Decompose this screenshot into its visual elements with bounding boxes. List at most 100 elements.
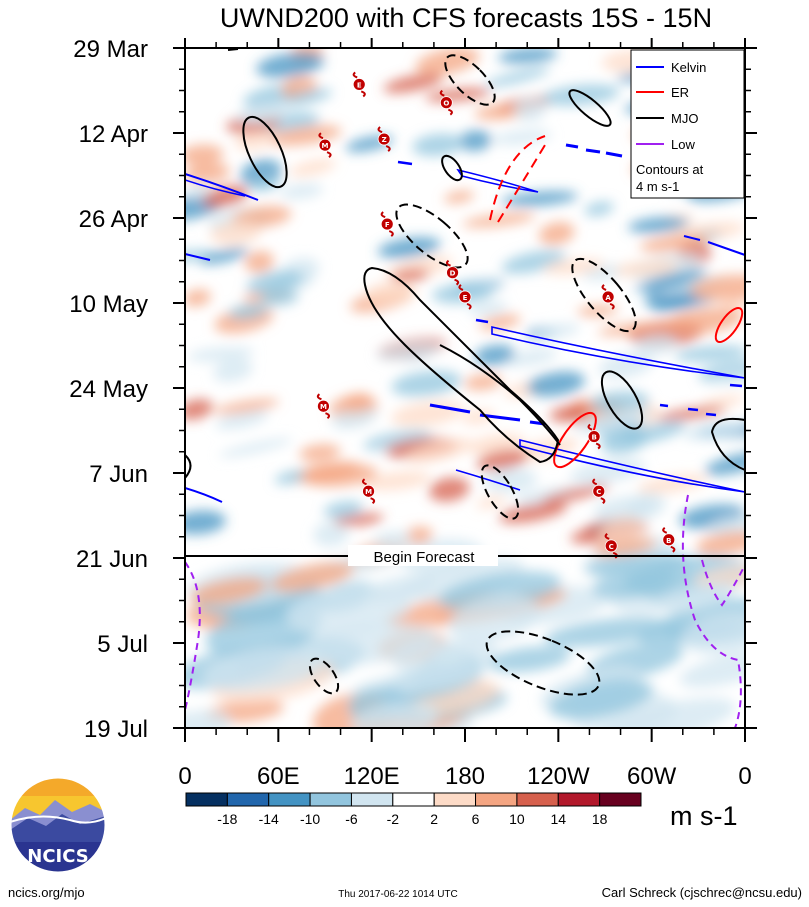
kelvin-contour (683, 235, 745, 256)
mjo-contour (185, 454, 192, 479)
storm-marker: E (352, 71, 366, 98)
anomaly-patch (256, 52, 325, 78)
kelvin-contour (659, 383, 743, 417)
anomaly-patch (458, 130, 492, 152)
y-tick-label: 12 Apr (79, 121, 148, 148)
x-tick-label: 60E (257, 763, 300, 790)
legend-label-er: ER (671, 85, 689, 100)
anomaly-patch (540, 484, 610, 504)
legend-box (630, 49, 745, 199)
anomaly-patch (285, 585, 411, 634)
anomaly-patch (289, 158, 337, 177)
anomaly-patch (376, 342, 442, 362)
anomaly-patch (577, 305, 619, 317)
anomaly-patch (693, 564, 745, 589)
storm-marker: M (318, 132, 332, 158)
colorbar-swatch (268, 792, 311, 807)
anomaly-patch (696, 530, 745, 556)
anomaly-patch (383, 73, 444, 93)
er-contour (497, 139, 549, 223)
anomaly-patch (584, 201, 614, 217)
anomaly-patch (428, 477, 470, 502)
anomaly-patch (681, 612, 745, 655)
legend-label-mjo: MJO (671, 111, 698, 126)
anomaly-patch (501, 250, 566, 274)
y-tick-label: 5 Jul (97, 631, 148, 658)
anomaly-patch (704, 452, 745, 476)
mjo-contour (480, 464, 520, 520)
footer-author: Carl Schreck (cjschrec@ncsu.edu) (602, 885, 802, 900)
low-contour (701, 559, 745, 607)
anomaly-patch (639, 234, 707, 253)
anomaly-patch (513, 96, 546, 122)
colorbar-swatch (599, 792, 642, 807)
anomaly-patch (270, 561, 354, 592)
storm-marker: M (361, 478, 376, 505)
colorbar-label: 14 (550, 811, 566, 827)
ncics-logo: NCICS (10, 777, 106, 873)
legend-label-low: Low (671, 137, 695, 152)
kelvin-contour (185, 487, 223, 503)
anomaly-patch (249, 174, 281, 192)
mjo-contour (600, 370, 644, 430)
mjo-contour (444, 54, 496, 106)
anomaly-patch (215, 409, 269, 430)
x-tick-label: 60W (627, 763, 677, 790)
anomaly-patch (469, 300, 508, 316)
storm-label: Z (382, 136, 387, 144)
footer-timestamp: Thu 2017-06-22 1014 UTC (338, 889, 458, 900)
anomaly-patch (549, 405, 587, 423)
anomaly-patch (260, 289, 299, 306)
colorbar-label: 10 (509, 811, 525, 827)
anomaly-patch (679, 652, 745, 688)
anomaly-patch (391, 269, 430, 282)
storm-marker: E (458, 284, 472, 310)
anomaly-patch (246, 270, 304, 294)
anomaly-patch (574, 408, 652, 434)
anomaly-patch (708, 515, 745, 537)
er-contour (714, 306, 744, 344)
anomaly-patch (627, 492, 666, 519)
colorbar-swatch (433, 792, 477, 807)
storm-label: C (596, 488, 601, 496)
anomaly-patch (634, 269, 707, 292)
wave-contours (185, 48, 745, 728)
y-tick-label: 19 Jul (84, 716, 148, 743)
x-tick-label: 120E (344, 763, 400, 790)
x-tick-label: 0 (738, 763, 751, 790)
forecast-label-bg (348, 545, 498, 566)
colorbar-label: 18 (592, 811, 608, 827)
anomaly-patch (635, 334, 678, 355)
anomaly-patch (627, 216, 689, 233)
anomaly-patch (476, 449, 529, 471)
storm-label: M (320, 403, 327, 411)
colorbar-swatch (557, 792, 601, 807)
anomaly-patch (548, 679, 654, 720)
colorbar-swatch (309, 792, 352, 807)
mjo-contour (441, 154, 463, 182)
anomaly-patch (443, 190, 475, 204)
anomaly-patch (656, 406, 726, 421)
storm-label: B (591, 434, 596, 442)
anomaly-patch (185, 144, 224, 166)
anomaly-patch (213, 398, 280, 415)
colorbar-swatch (516, 792, 559, 807)
x-axis: 0 60E 120E 180 120W 60W 0 (178, 38, 752, 790)
anomaly-patch (285, 88, 333, 106)
anomaly-patch (498, 48, 558, 64)
low-contour (681, 494, 742, 728)
footer-site: ncics.org/mjo (8, 885, 85, 900)
colorbar-label: -10 (300, 811, 320, 827)
anomaly-patch (313, 521, 349, 547)
kelvin-contour (455, 469, 521, 491)
mjo-contour (395, 203, 469, 269)
anomaly-patch (274, 470, 308, 485)
anomaly-patch (598, 517, 645, 543)
storm-marker: O (439, 89, 453, 116)
storm-label: E (357, 81, 362, 89)
anomaly-patch (541, 84, 620, 106)
anomaly-patch (185, 289, 212, 307)
anomaly-patch (377, 237, 441, 259)
mjo-contour (571, 257, 637, 333)
